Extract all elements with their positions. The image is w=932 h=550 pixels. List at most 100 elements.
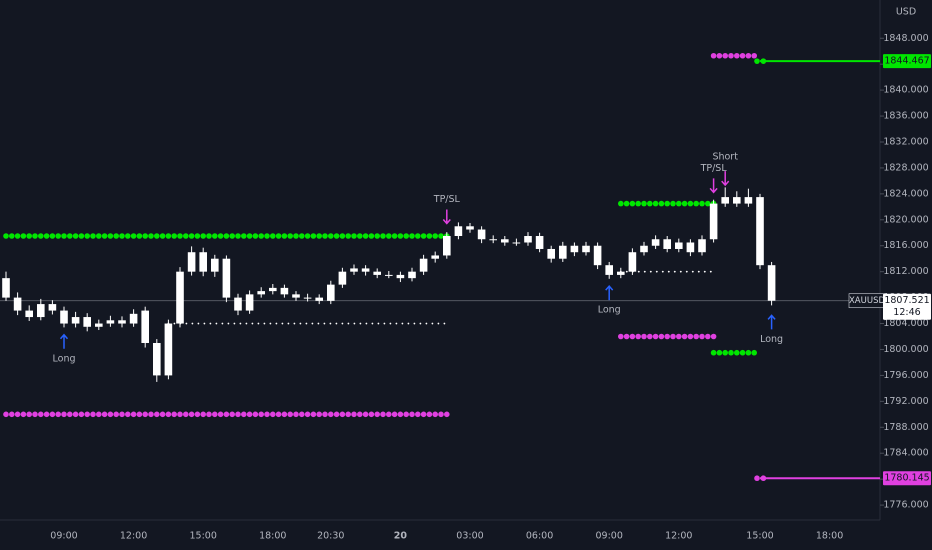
level-dot (345, 233, 352, 239)
candle-body (129, 313, 138, 324)
level-dot (229, 411, 235, 418)
level-dot (693, 200, 699, 207)
level-dot (333, 233, 340, 239)
level-dot (734, 52, 740, 59)
level-dot (194, 411, 201, 418)
level-dot (206, 233, 212, 239)
candle-body (257, 291, 265, 295)
level-dot (221, 322, 224, 325)
level-dot (275, 233, 282, 239)
candle-body (350, 268, 358, 272)
signal-label: Long (598, 305, 621, 316)
level-dot (113, 233, 119, 239)
level-dot (362, 411, 369, 418)
level-dot (275, 322, 278, 325)
x-tick-label: 12:00 (120, 531, 147, 542)
level-dot (299, 411, 305, 418)
level-dot (664, 200, 670, 207)
level-dot (194, 233, 201, 239)
level-dot (171, 233, 177, 239)
x-tick-label: 06:00 (526, 531, 553, 542)
candle-body (211, 258, 219, 272)
level-dot (353, 322, 356, 325)
level-dot (165, 233, 172, 239)
level-dot (629, 333, 636, 340)
level-dot (652, 200, 659, 207)
level-dot (203, 322, 206, 325)
level-dot (304, 411, 311, 418)
candle-body (222, 258, 231, 298)
level-dot (96, 411, 102, 418)
level-dot (197, 322, 200, 325)
level-dot (154, 411, 160, 418)
level-dot (229, 233, 235, 239)
level-dot (635, 333, 641, 340)
candle-body (605, 265, 613, 275)
candle-body (361, 268, 370, 272)
level-dot (72, 411, 79, 418)
level-dot (270, 233, 276, 239)
level-dot (739, 349, 746, 356)
level-dot (188, 233, 195, 239)
level-dot (9, 411, 15, 418)
candle-body (628, 252, 637, 272)
level-dot (328, 233, 334, 239)
level-dot (339, 233, 346, 239)
level-dot (212, 411, 218, 418)
level-dot (431, 322, 434, 325)
level-tag-label: 1780.145 (884, 473, 929, 484)
level-dot (223, 411, 230, 418)
level-dot (397, 411, 404, 418)
last-price-tag (883, 293, 931, 320)
candle-body (60, 310, 68, 324)
candle-body (559, 245, 567, 259)
level-dot (359, 322, 362, 325)
y-tick-label: 1796.000 (883, 370, 928, 381)
x-tick-label: 09:00 (50, 531, 77, 542)
level-dot (618, 333, 624, 340)
signal-label: TP/SL (700, 163, 728, 174)
level-dot (241, 233, 247, 239)
level-dot (365, 322, 368, 325)
level-dot (310, 411, 317, 418)
level-dot (681, 333, 688, 340)
long-arrow (605, 285, 614, 301)
level-dot (413, 322, 416, 325)
exit-arrow (442, 209, 451, 225)
level-dot (397, 233, 404, 239)
level-dot (709, 270, 712, 273)
candle-body (141, 310, 149, 343)
candle-body (477, 229, 486, 240)
level-dot (20, 233, 27, 239)
level-dot (691, 270, 694, 273)
level-dot (130, 233, 137, 239)
level-dot (316, 411, 323, 418)
level-dot (217, 411, 224, 418)
level-dot (281, 322, 284, 325)
level-dot (235, 411, 241, 418)
level-dot (101, 233, 108, 239)
level-dot (43, 233, 50, 239)
level-dot (322, 233, 328, 239)
level-dot (235, 233, 241, 239)
candle-body (37, 304, 45, 318)
level-dot (67, 411, 73, 418)
level-dot (432, 233, 439, 239)
level-dot (125, 411, 131, 418)
candle-body (292, 294, 300, 298)
level-dot (670, 200, 676, 207)
x-tick-label: 18:00 (816, 531, 843, 542)
candle-body (269, 287, 277, 292)
y-tick-label: 1812.000 (883, 266, 928, 277)
signal-label: Long (53, 353, 76, 364)
level-dot (215, 322, 218, 325)
x-tick-label: 09:00 (596, 531, 623, 542)
level-dot (84, 233, 90, 239)
level-dot (687, 333, 694, 340)
level-dot (409, 411, 415, 418)
level-dot (374, 411, 381, 418)
level-dot (681, 200, 688, 207)
level-dot (357, 411, 363, 418)
level-dot (72, 233, 79, 239)
